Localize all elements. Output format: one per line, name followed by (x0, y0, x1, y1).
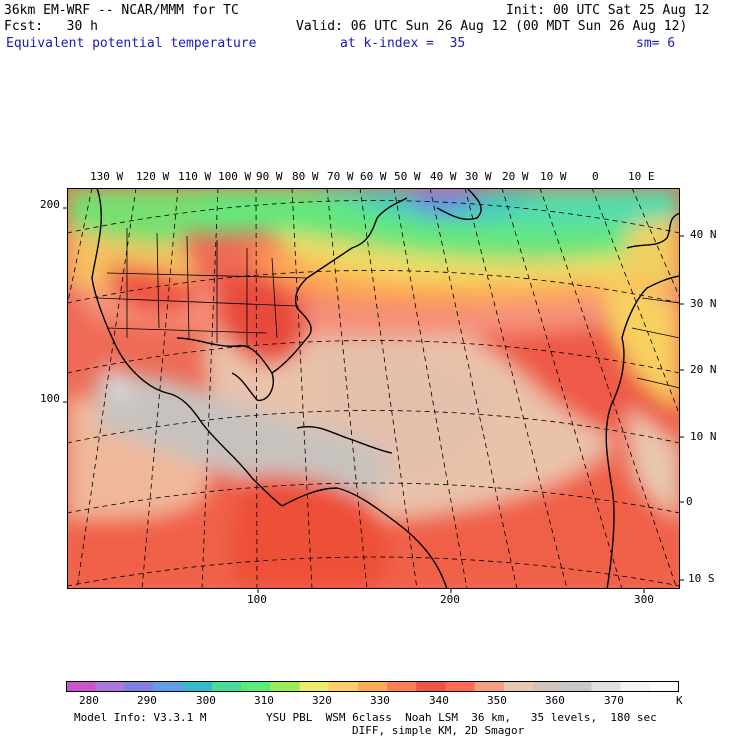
colorbar-swatch (124, 681, 154, 692)
lon-label: 0 (592, 170, 599, 183)
colorbar (66, 681, 680, 692)
colorbar-swatch (357, 681, 388, 692)
lat-label: 10 S (688, 572, 715, 585)
colorbar-swatch (211, 681, 242, 692)
grid-y-label: 200 (40, 198, 60, 211)
colorbar-swatch (562, 681, 592, 692)
lon-label: 120 W (136, 170, 170, 183)
model-title: 36km EM-WRF -- NCAR/MMM for TC (4, 3, 239, 18)
lat-label: 30 N (690, 297, 717, 310)
lon-label: 60 W (360, 170, 387, 183)
lon-label: 90 W (256, 170, 283, 183)
colorbar-label: 340 (429, 694, 449, 707)
colorbar-label: 310 (254, 694, 274, 707)
diffusion-info: DIFF, simple KM, 2D Smagor (352, 724, 525, 737)
lon-label: 50 W (394, 170, 421, 183)
lon-label: 10 E (628, 170, 655, 183)
theta-e-map (67, 188, 680, 589)
lon-label: 10 W (540, 170, 567, 183)
colorbar-swatch (270, 681, 300, 692)
lon-label: 100 W (218, 170, 252, 183)
map-frame (67, 188, 680, 589)
boundaries (96, 228, 680, 389)
map-ticks (63, 207, 684, 593)
lat-label: 40 N (690, 228, 717, 241)
colorbar-swatch (474, 681, 505, 692)
lon-label: 80 W (292, 170, 319, 183)
grid-y-label: 100 (40, 392, 60, 405)
field-name: Equivalent potential temperature (6, 36, 257, 51)
colorbar-frame (66, 681, 679, 692)
lat-label: 0 (686, 495, 693, 508)
colorbar-label: 320 (312, 694, 332, 707)
smoothing-info: sm= 6 (636, 36, 676, 51)
colorbar-swatch (66, 681, 96, 692)
colorbar-label: 330 (370, 694, 390, 707)
colorbar-swatch (182, 681, 213, 692)
colorbar-swatch (153, 681, 184, 692)
colorbar-swatch (328, 681, 359, 692)
colorbar-label: 350 (487, 694, 507, 707)
colorbar-swatch (591, 681, 621, 692)
coastlines (91, 188, 680, 589)
colorbar-swatch (533, 681, 563, 692)
colorbar-label: 290 (137, 694, 157, 707)
physics-info: YSU PBL WSM 6class Noah LSM 36 km, 35 le… (266, 711, 657, 724)
lon-label: 20 W (502, 170, 529, 183)
colorbar-swatch (241, 681, 271, 692)
lon-label: 110 W (178, 170, 212, 183)
colorbar-label: 280 (79, 694, 99, 707)
lon-label: 40 W (430, 170, 457, 183)
colorbar-swatch (503, 681, 534, 692)
lat-label: 20 N (690, 363, 717, 376)
field-contours (67, 188, 680, 589)
grid-x-label: 300 (634, 593, 654, 606)
colorbar-swatch (387, 681, 417, 692)
lon-label: 130 W (90, 170, 124, 183)
level-info: at k-index = 35 (340, 36, 466, 51)
colorbar-swatch (649, 681, 680, 692)
valid-time: Valid: 06 UTC Sun 26 Aug 12 (00 MDT Sun … (296, 19, 688, 34)
lat-label: 10 N (690, 430, 717, 443)
lon-label: 30 W (465, 170, 492, 183)
grid-x-label: 200 (440, 593, 460, 606)
colorbar-label: 360 (545, 694, 565, 707)
colorbar-label: 370 (604, 694, 624, 707)
colorbar-swatch (299, 681, 330, 692)
latlon-grid (67, 188, 680, 589)
grid-x-label: 100 (247, 593, 267, 606)
colorbar-swatch (416, 681, 446, 692)
colorbar-swatch (445, 681, 475, 692)
colorbar-swatch (620, 681, 651, 692)
init-time: Init: 00 UTC Sat 25 Aug 12 (506, 3, 710, 18)
colorbar-swatch (95, 681, 125, 692)
model-info: Model Info: V3.3.1 M (74, 711, 207, 724)
lon-label: 70 W (327, 170, 354, 183)
colorbar-unit: K (676, 694, 683, 707)
colorbar-label: 300 (196, 694, 216, 707)
forecast-hour: Fcst: 30 h (4, 19, 98, 34)
